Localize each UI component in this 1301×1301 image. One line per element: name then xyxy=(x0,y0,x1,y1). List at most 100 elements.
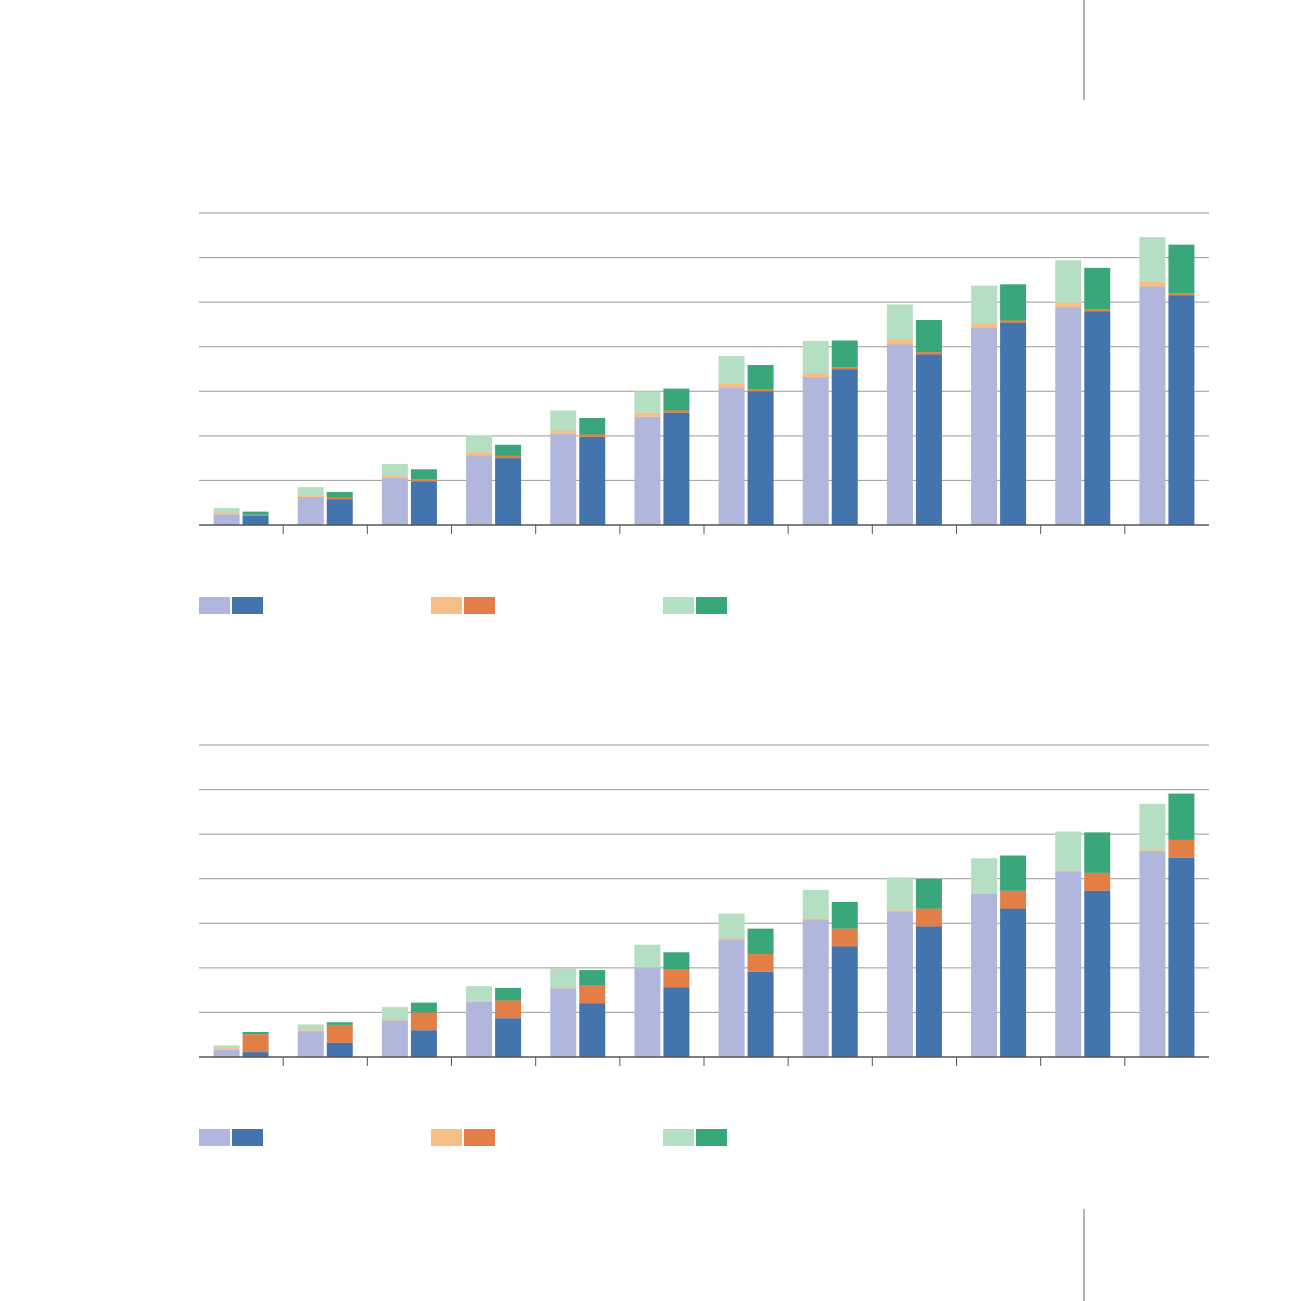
bar-right-5-top xyxy=(579,970,606,986)
bar-left-7-base xyxy=(718,387,745,525)
bar-right-12-base xyxy=(1168,857,1195,1057)
bar-left-11-base xyxy=(1055,871,1082,1057)
bar-left-8-top xyxy=(802,889,829,919)
bar-left-8-base xyxy=(802,377,829,525)
stacked-bar-chart-top xyxy=(199,212,1209,534)
bar-right-11-base xyxy=(1084,311,1111,525)
bar-right-8-top xyxy=(831,340,858,368)
bar-right-9-middle xyxy=(915,908,942,927)
bar-right-10-base xyxy=(1000,322,1027,525)
bar-right-6-top xyxy=(663,952,690,970)
bar-left-7-middle xyxy=(718,938,745,940)
bar-left-9-top xyxy=(886,304,913,341)
bar-right-1-base xyxy=(242,515,269,525)
bar-right-2-middle xyxy=(326,1024,353,1043)
bar-left-1-top xyxy=(213,1045,240,1049)
bar-right-2-top xyxy=(326,1022,353,1025)
bar-right-10-top xyxy=(1000,855,1027,891)
bar-left-4-top xyxy=(466,435,493,453)
bar-left-4-middle xyxy=(466,452,493,456)
bar-left-8-middle xyxy=(802,373,829,378)
bar-right-10-middle xyxy=(1000,320,1027,323)
bar-left-7-base xyxy=(718,939,745,1057)
bar-right-12-top xyxy=(1168,793,1195,840)
bar-right-5-middle xyxy=(579,985,606,1004)
bar-right-7-top xyxy=(747,928,774,955)
bar-right-9-base xyxy=(915,354,942,525)
bar-left-4-base xyxy=(466,1001,493,1057)
bar-right-8-middle xyxy=(831,367,858,370)
bar-left-5-top xyxy=(550,968,577,988)
purple-blue-swatch-light-icon xyxy=(199,1129,230,1146)
bar-right-5-top xyxy=(579,418,606,435)
bar-left-9-top xyxy=(886,877,913,911)
legend-bottom xyxy=(199,1129,895,1146)
bar-right-1-middle xyxy=(242,514,269,516)
bar-right-5-base xyxy=(579,436,606,525)
bar-left-5-middle xyxy=(550,987,577,989)
bar-right-8-middle xyxy=(831,928,858,947)
bar-right-2-middle xyxy=(326,497,353,500)
bar-left-9-middle xyxy=(886,340,913,345)
bar-left-2-base xyxy=(297,1031,324,1057)
bar-left-2-top xyxy=(297,487,324,496)
bar-left-4-middle xyxy=(466,1000,493,1002)
bar-right-11-middle xyxy=(1084,872,1111,891)
legend-item-green xyxy=(663,597,729,614)
bar-right-7-base xyxy=(747,391,774,525)
bar-right-2-top xyxy=(326,492,353,498)
bar-right-1-top xyxy=(242,1032,269,1035)
bar-left-6-middle xyxy=(634,966,661,968)
bar-left-10-middle xyxy=(971,892,998,894)
bar-right-4-top xyxy=(495,444,522,456)
bar-left-5-base xyxy=(550,988,577,1057)
legend-top xyxy=(199,597,895,614)
bar-right-12-middle xyxy=(1168,293,1195,296)
bar-right-11-base xyxy=(1084,890,1111,1057)
bar-left-12-top xyxy=(1139,237,1166,282)
bar-left-6-middle xyxy=(634,412,661,417)
bar-left-10-top xyxy=(971,285,998,324)
bar-left-8-top xyxy=(802,340,829,374)
bar-left-5-base xyxy=(550,434,577,525)
bar-right-9-base xyxy=(915,926,942,1057)
bar-left-9-base xyxy=(886,911,913,1057)
bar-left-9-middle xyxy=(886,910,913,912)
bar-right-1-middle xyxy=(242,1034,269,1053)
bar-left-3-middle xyxy=(381,475,408,478)
bar-left-1-middle xyxy=(213,512,240,515)
bar-right-3-base xyxy=(410,1030,437,1057)
bar-left-1-base xyxy=(213,514,240,525)
orange-swatch-light-icon xyxy=(431,597,462,614)
bar-right-4-middle xyxy=(495,455,522,459)
bar-left-6-top xyxy=(634,391,661,413)
bar-left-10-base xyxy=(971,327,998,525)
bar-right-4-top xyxy=(495,987,522,1001)
bar-right-6-base xyxy=(663,412,690,525)
purple-blue-swatch-light-icon xyxy=(199,597,230,614)
bar-left-2-top xyxy=(297,1024,324,1031)
bar-left-10-middle xyxy=(971,323,998,328)
bar-right-4-middle xyxy=(495,1000,522,1019)
bar-right-4-base xyxy=(495,1018,522,1057)
bar-left-10-base xyxy=(971,893,998,1057)
bar-left-3-middle xyxy=(381,1019,408,1021)
bar-left-10-top xyxy=(971,858,998,893)
bar-left-6-base xyxy=(634,416,661,525)
legend-item-orange xyxy=(431,1129,497,1146)
bar-left-2-middle xyxy=(297,1030,324,1032)
bar-left-11-middle xyxy=(1055,302,1082,308)
bar-right-10-base xyxy=(1000,908,1027,1057)
bar-left-12-middle xyxy=(1139,850,1166,852)
bar-left-1-top xyxy=(213,508,240,513)
bar-left-6-top xyxy=(634,944,661,967)
bar-right-7-middle xyxy=(747,954,774,972)
bar-right-9-top xyxy=(915,319,942,353)
bar-right-2-base xyxy=(326,499,353,525)
bar-left-3-top xyxy=(381,1007,408,1020)
bar-left-3-top xyxy=(381,463,408,476)
green-swatch-light-icon xyxy=(663,597,694,614)
bar-left-7-top xyxy=(718,356,745,384)
purple-blue-swatch-dark-icon xyxy=(232,597,263,614)
